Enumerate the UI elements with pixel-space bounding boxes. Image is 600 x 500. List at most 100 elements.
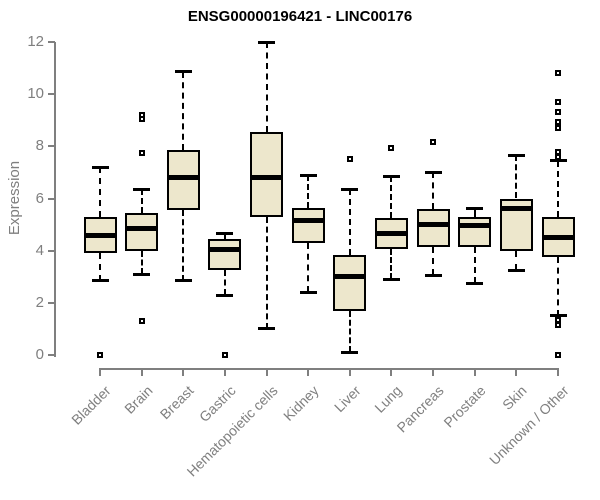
box <box>416 208 450 247</box>
lower-whisker-cap <box>507 268 525 272</box>
box <box>250 131 284 217</box>
x-tick <box>140 368 143 376</box>
y-tick-label: 12 <box>27 33 44 50</box>
median-line <box>250 175 284 181</box>
outlier-point <box>138 318 145 325</box>
median-line <box>458 223 492 229</box>
upper-whisker <box>140 189 143 213</box>
x-tick <box>265 368 268 376</box>
lower-whisker-cap <box>341 350 359 354</box>
upper-whisker <box>99 167 101 217</box>
lower-whisker <box>265 216 268 329</box>
lower-whisker-cap <box>382 277 400 281</box>
outlier-point <box>221 352 228 358</box>
lower-whisker <box>515 250 518 271</box>
y-tick <box>48 41 55 43</box>
upper-whisker-cap <box>507 153 525 157</box>
lower-whisker <box>390 249 393 280</box>
outlier-point <box>138 112 145 119</box>
lower-whisker-cap <box>133 272 151 276</box>
outlier-point <box>388 144 395 151</box>
y-tick-label: 10 <box>27 85 44 103</box>
upper-whisker <box>432 172 435 209</box>
median-line <box>125 225 159 231</box>
upper-whisker <box>265 42 268 132</box>
upper-whisker <box>182 71 185 151</box>
upper-whisker-cap <box>299 173 317 177</box>
upper-whisker-cap <box>174 70 192 74</box>
outlier-point <box>555 148 561 155</box>
x-tick <box>515 368 518 376</box>
upper-whisker-cap <box>549 159 567 163</box>
outlier-point <box>555 98 561 105</box>
lower-whisker <box>307 242 310 293</box>
lower-whisker <box>557 257 559 316</box>
x-tick <box>390 368 393 376</box>
upper-whisker <box>515 155 518 199</box>
median-line <box>83 232 117 238</box>
box <box>291 207 325 243</box>
x-tick <box>473 368 476 376</box>
median-line <box>291 218 325 224</box>
box <box>458 216 492 247</box>
lower-whisker <box>182 210 185 281</box>
lower-whisker-cap <box>466 281 484 285</box>
upper-whisker <box>390 176 393 219</box>
y-tick-label: 4 <box>35 241 44 259</box>
upper-whisker-cap <box>258 40 276 44</box>
x-tick <box>223 368 226 376</box>
box <box>208 238 242 271</box>
x-tick <box>182 368 185 376</box>
y-tick-label: 6 <box>35 189 44 207</box>
median-line <box>374 231 408 237</box>
outlier-point <box>555 70 561 77</box>
upper-whisker <box>307 175 310 208</box>
upper-whisker <box>348 189 351 255</box>
outlier-point <box>430 139 437 146</box>
median-line <box>416 222 450 228</box>
x-tick <box>432 368 435 376</box>
lower-whisker <box>348 310 351 353</box>
lower-whisker <box>432 246 435 276</box>
upper-whisker-cap <box>91 165 109 169</box>
outlier-point <box>555 316 561 323</box>
lower-whisker-cap <box>299 290 317 294</box>
outlier-point <box>555 118 561 125</box>
lower-whisker-cap <box>91 279 109 283</box>
outlier-point <box>555 322 561 328</box>
outlier-point <box>346 156 353 163</box>
y-tick <box>48 354 55 356</box>
median-line <box>333 274 367 280</box>
lower-whisker <box>99 253 101 281</box>
y-axis-line <box>54 42 56 357</box>
lower-whisker-cap <box>216 293 234 297</box>
y-tick <box>48 249 55 252</box>
lower-whisker-cap <box>549 314 567 318</box>
upper-whisker <box>223 233 226 239</box>
outlier-point <box>555 153 561 160</box>
lower-whisker-cap <box>424 273 442 277</box>
upper-whisker-cap <box>466 207 484 211</box>
outlier-point <box>555 125 561 132</box>
upper-whisker-cap <box>216 232 234 236</box>
upper-whisker-cap <box>382 174 400 178</box>
x-tick <box>348 368 351 376</box>
box <box>333 254 367 311</box>
upper-whisker-cap <box>133 187 151 191</box>
outlier-point <box>555 109 561 116</box>
lower-whisker <box>140 250 143 275</box>
x-axis-line <box>99 368 559 370</box>
y-tick-label: 8 <box>35 137 44 155</box>
x-tick <box>99 368 101 376</box>
box <box>166 150 200 211</box>
lower-whisker-cap <box>258 327 276 331</box>
median-line <box>208 246 242 252</box>
upper-whisker <box>473 208 476 217</box>
outlier-point <box>97 352 103 358</box>
y-tick <box>48 197 55 200</box>
median-line <box>541 235 575 241</box>
chart-title: ENSG00000196421 - LINC00176 <box>187 8 413 25</box>
upper-whisker-cap <box>341 187 359 191</box>
lower-whisker <box>473 246 476 284</box>
